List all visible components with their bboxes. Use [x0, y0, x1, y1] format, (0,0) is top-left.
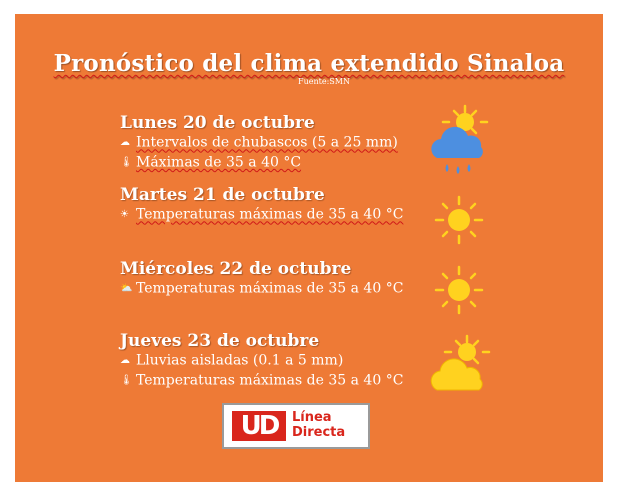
logo-mark: UD: [232, 411, 286, 441]
forecast-text: Temperaturas máximas de 35 a 40 °C: [136, 206, 404, 223]
day-title: Jueves 23 de octubre: [120, 331, 320, 351]
forecast-day-tuesday: Martes 21 de octubre ☀ Temperaturas máxim…: [120, 185, 403, 225]
day-title: Miércoles 22 de octubre: [120, 259, 352, 279]
sun-behind-cloud-icon: [430, 334, 491, 391]
forecast-text: Temperaturas máximas de 35 a 40 °C: [136, 280, 404, 297]
sun-behind-rain-cloud-icon: [431, 104, 489, 174]
linea-directa-logo: UD Línea Directa: [222, 403, 370, 449]
day-title: Martes 21 de octubre: [120, 185, 325, 205]
forecast-panel: Pronóstico del clima extendido Sinaloa F…: [15, 14, 603, 482]
forecast-day-wednesday: Miércoles 22 de octubre ⛅ Temperaturas má…: [120, 259, 403, 299]
forecast-text: Intervalos de chubascos (5 a 25 mm): [136, 134, 398, 151]
forecast-line: 🌡 Máximas de 35 a 40 °C: [120, 153, 398, 173]
forecast-line: ⛅ Temperaturas máximas de 35 a 40 °C: [120, 279, 403, 299]
source-label: Fuente:SMN: [298, 77, 350, 86]
logo-wordmark: Línea Directa: [292, 410, 345, 440]
cloud-rain-icon: ☁: [120, 137, 130, 148]
cloud-rain-icon: ☁: [120, 355, 130, 366]
logo-line-2: Directa: [292, 425, 346, 440]
sun-icon: [434, 265, 484, 315]
page-title: Pronóstico del clima extendido Sinaloa: [53, 50, 565, 77]
forecast-line: 🌡 Temperaturas máximas de 35 a 40 °C: [120, 371, 403, 391]
sun-icon: ☀: [120, 209, 129, 220]
forecast-day-monday: Lunes 20 de octubre ☁ Intervalos de chuba…: [120, 113, 398, 172]
forecast-line: ☁ Intervalos de chubascos (5 a 25 mm): [120, 133, 398, 153]
forecast-text: Máximas de 35 a 40 °C: [136, 154, 302, 170]
sun-icon: [434, 195, 484, 245]
forecast-line: ☁ Lluvias aisladas (0.1 a 5 mm): [120, 351, 403, 371]
thermometer-icon: 🌡: [120, 156, 133, 168]
forecast-text: Lluvias aisladas (0.1 a 5 mm): [136, 352, 344, 369]
day-title: Lunes 20 de octubre: [120, 113, 315, 133]
logo-line-1: Línea: [292, 410, 332, 425]
forecast-day-thursday: Jueves 23 de octubre ☁ Lluvias aisladas (…: [120, 331, 403, 390]
sun-cloud-icon: ⛅: [120, 283, 133, 294]
forecast-line: ☀ Temperaturas máximas de 35 a 40 °C: [120, 205, 403, 225]
thermometer-icon: 🌡: [120, 374, 133, 386]
forecast-text: Temperaturas máximas de 35 a 40 °C: [136, 372, 404, 388]
